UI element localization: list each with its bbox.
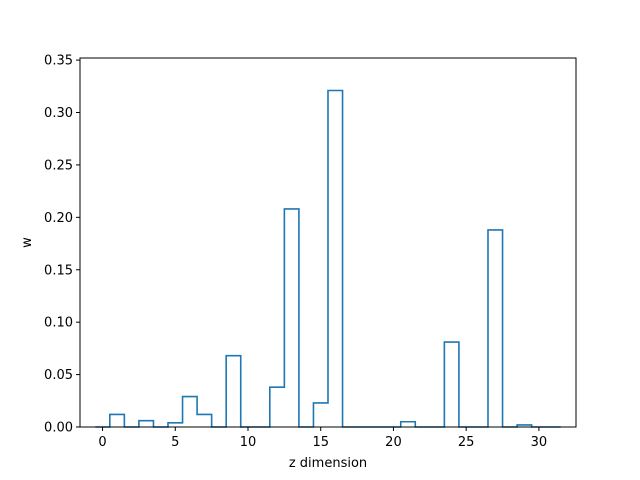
- y-tick-label: 0.20: [44, 211, 73, 226]
- y-axis-ticks: 0.00 0.05 0.10 0.15 0.20 0.25 0.30 0.35: [44, 54, 80, 436]
- x-axis-ticks: 0 5 10 15 20 25 30: [98, 427, 547, 450]
- x-axis-label: z dimension: [289, 456, 367, 471]
- y-tick-label: 0.35: [44, 54, 73, 69]
- x-tick-label: 0: [98, 435, 106, 450]
- x-tick-label: 30: [531, 435, 548, 450]
- y-tick-label: 0.25: [44, 158, 73, 173]
- x-tick-label: 15: [312, 435, 329, 450]
- y-tick-label: 0.30: [44, 106, 73, 121]
- y-axis-label: w: [20, 237, 35, 248]
- x-tick-label: 10: [240, 435, 257, 450]
- y-tick-label: 0.05: [44, 368, 73, 383]
- y-tick-label: 0.15: [44, 263, 73, 278]
- x-tick-label: 20: [385, 435, 402, 450]
- x-tick-label: 5: [171, 435, 179, 450]
- y-tick-label: 0.00: [44, 421, 73, 436]
- axes-frame: [79, 57, 577, 428]
- y-tick-label: 0.10: [44, 316, 73, 331]
- x-tick-label: 25: [458, 435, 475, 450]
